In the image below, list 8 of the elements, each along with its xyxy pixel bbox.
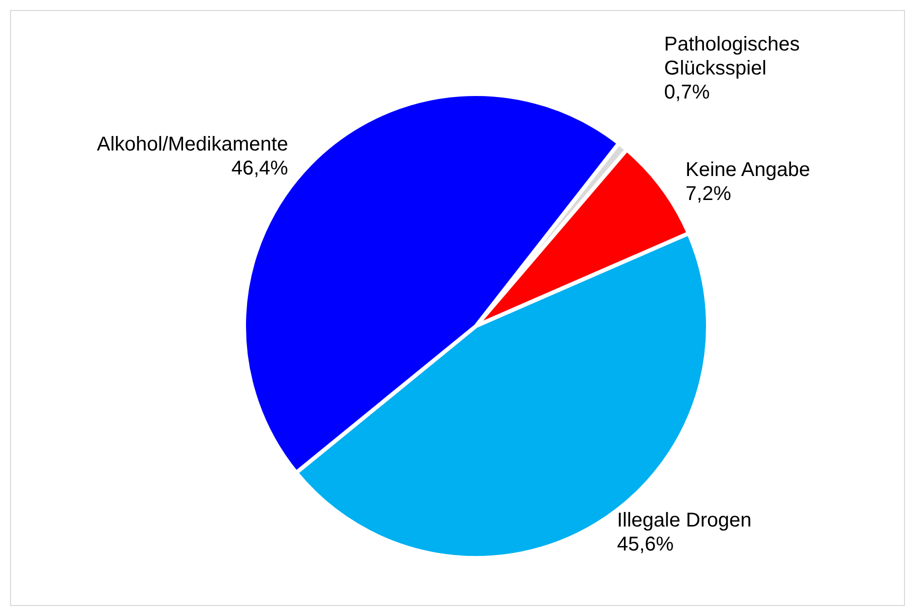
data-label: 46,4% (231, 158, 288, 180)
data-label: 45,6% (616, 534, 674, 556)
data-label: 7,2% (686, 183, 732, 206)
slice-label: Keine Angabe (686, 159, 810, 182)
data-label: 0,7% (664, 82, 710, 104)
slice-label: Pathologisches Glücksspiel (664, 34, 806, 80)
slice-label: Illegale Drogen (616, 510, 752, 532)
slice-label: Alkohol/Medikamente (96, 134, 288, 156)
